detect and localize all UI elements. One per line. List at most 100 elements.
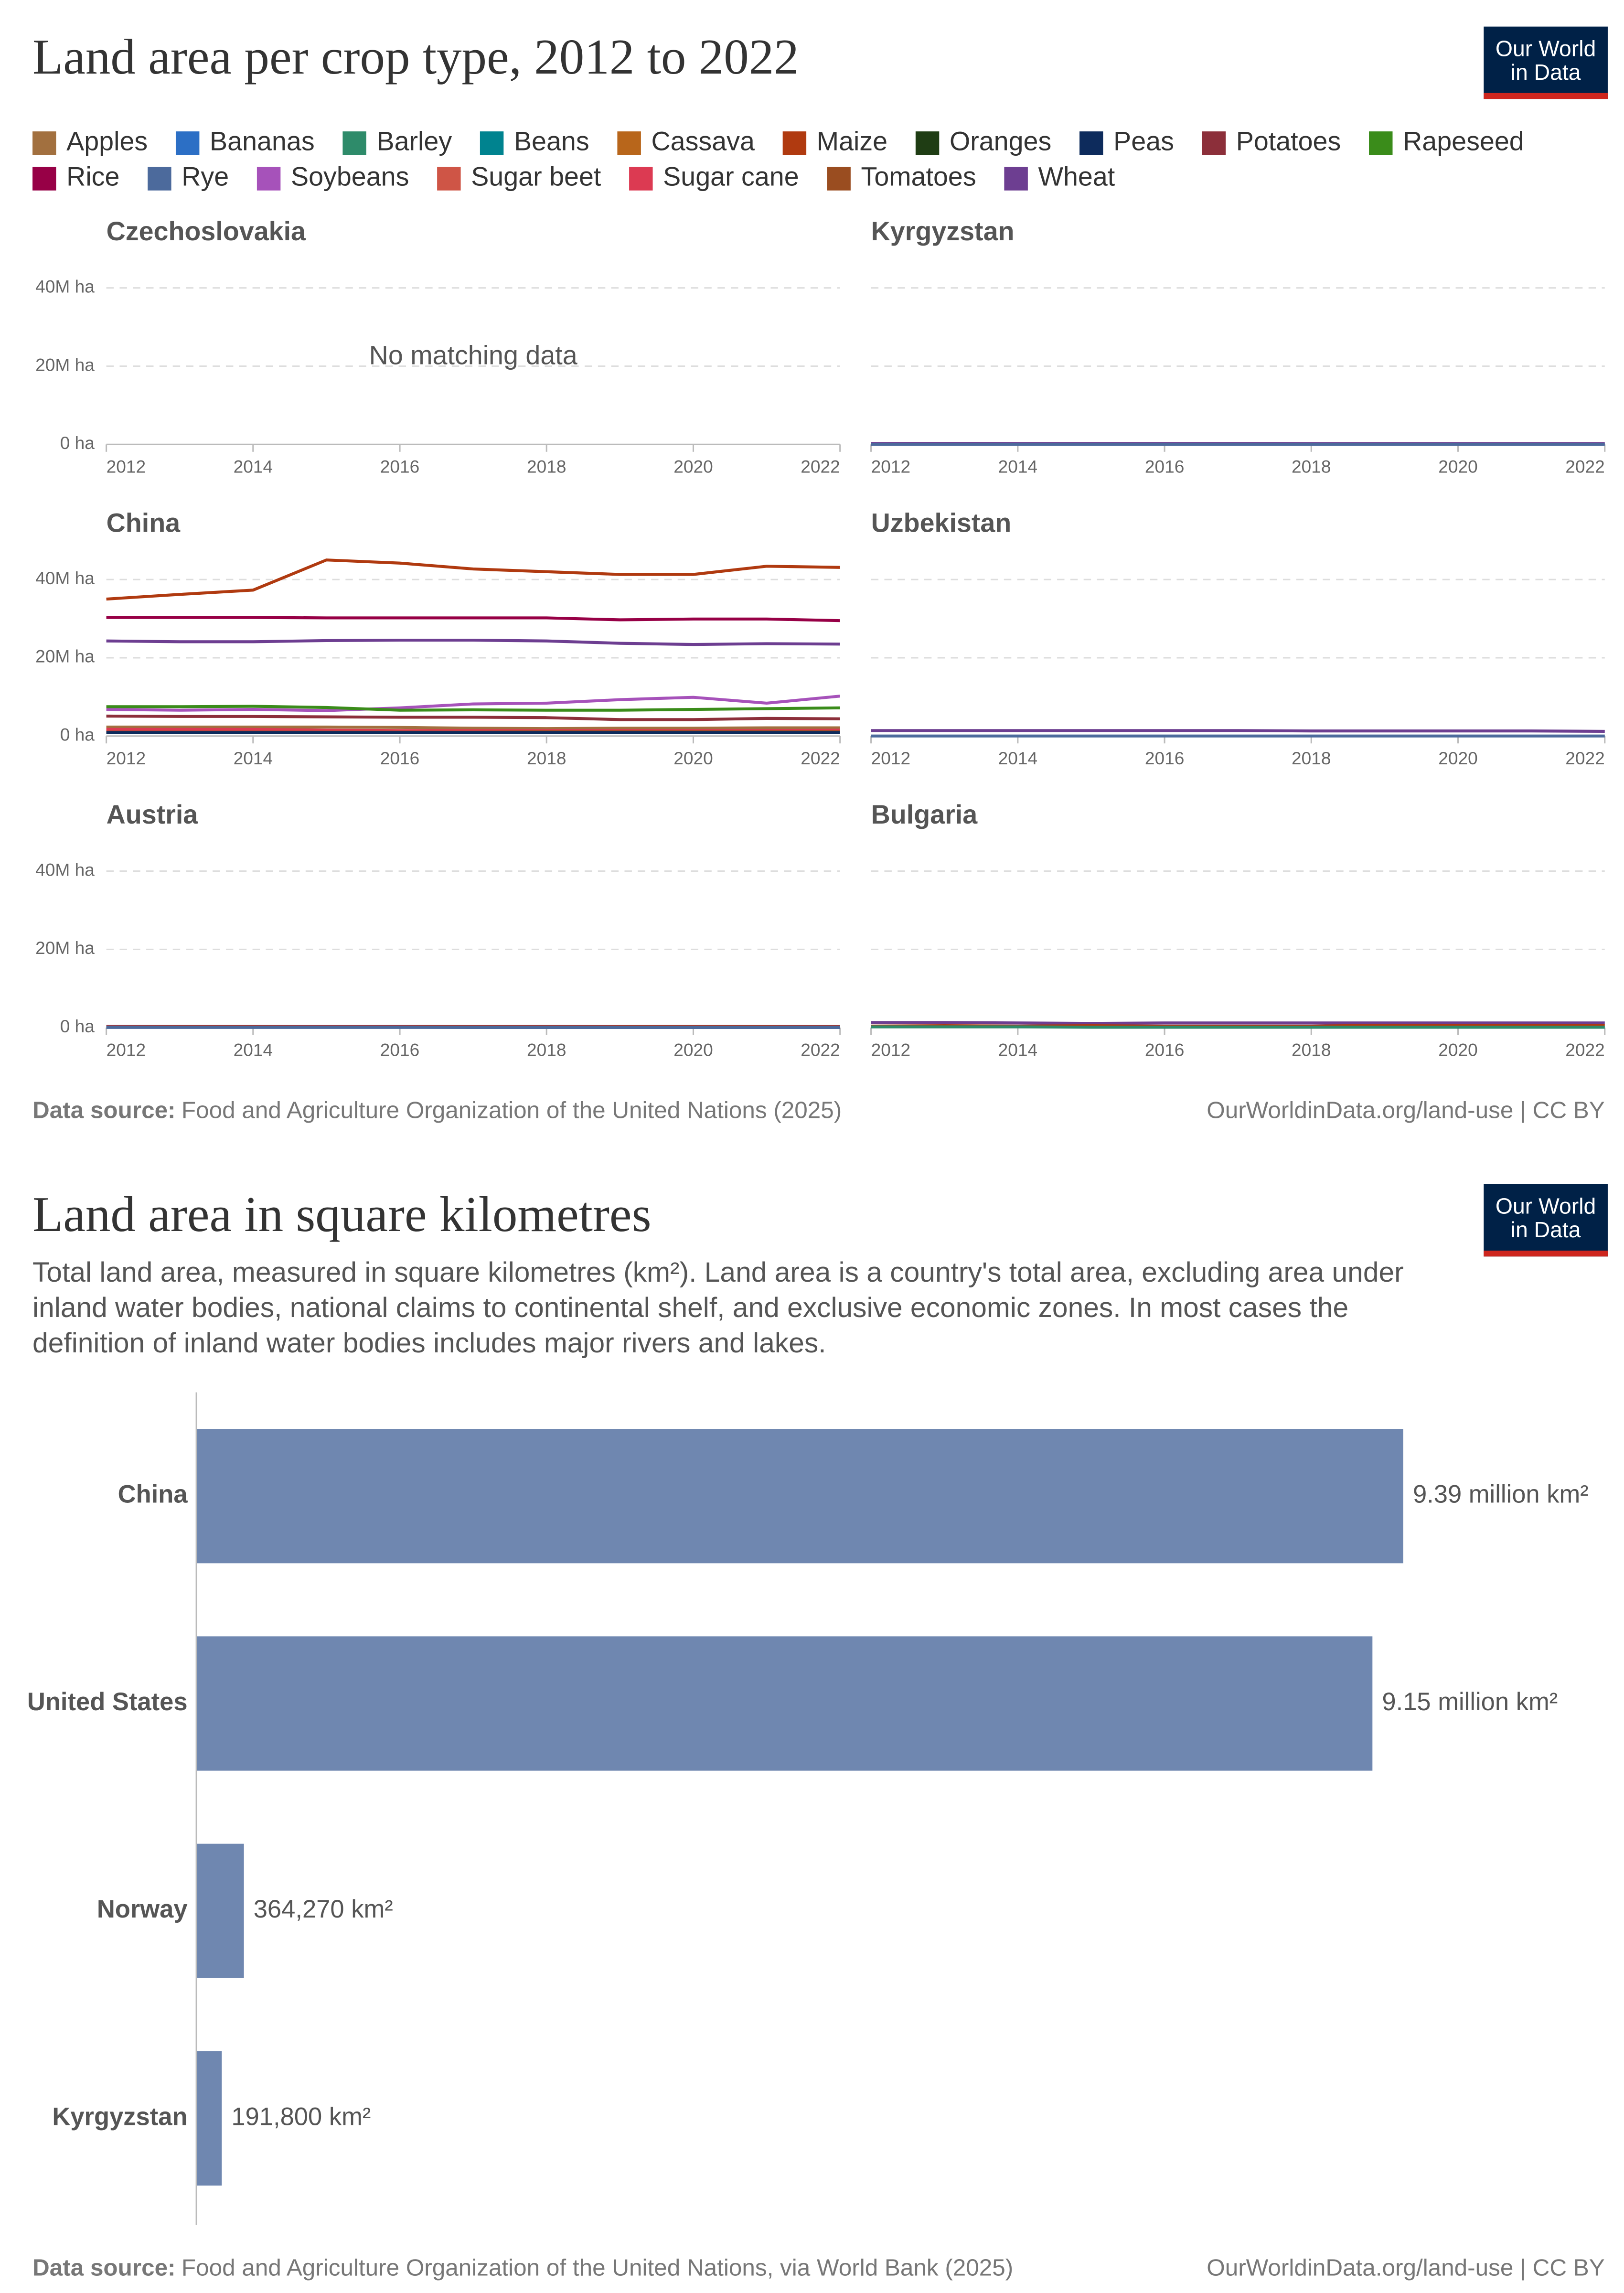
bar [197, 2051, 222, 2186]
facet-title: Uzbekistan [871, 508, 1012, 537]
subtitle: Total land area, measured in square kilo… [32, 1258, 1404, 1360]
logo-bar [1484, 93, 1608, 99]
x-tick-label: 2020 [1438, 1039, 1477, 1060]
line-series [106, 638, 840, 646]
legend-label: Soybeans [291, 162, 409, 192]
x-tick-label: 2018 [527, 748, 566, 768]
x-tick-label: 2014 [998, 748, 1037, 768]
facet-title: Czechoslovakia [107, 216, 306, 246]
legend-item: Oranges [915, 126, 1051, 156]
bar [197, 1636, 1373, 1771]
x-tick-label: 2014 [234, 748, 273, 768]
x-tick-label: 2022 [1565, 1039, 1604, 1060]
logo-text: Our World [1496, 36, 1596, 61]
logo-text: in Data [1511, 60, 1581, 85]
legend-label: Rapeseed [1403, 126, 1524, 156]
x-tick-label: 2012 [871, 748, 910, 768]
facet-title: China [107, 508, 181, 537]
source-label: Data source: [32, 1097, 175, 1123]
y-tick-label: 20M ha [35, 646, 95, 666]
logo-text: Our World [1496, 1194, 1596, 1219]
x-tick-label: 2018 [1292, 457, 1331, 477]
legend-item: Peas [1079, 126, 1174, 156]
legend-item: Rye [148, 162, 229, 192]
x-tick-label: 2016 [380, 748, 419, 768]
legend-item: Tomatoes [827, 162, 976, 192]
y-tick-label: 40M ha [35, 859, 95, 879]
legend-swatch [915, 131, 940, 155]
legend-item: Rapeseed [1369, 126, 1524, 156]
x-tick-label: 2022 [1565, 748, 1604, 768]
credit: OurWorldinData.org/land-use | CC BY [1207, 2255, 1605, 2281]
chart-title: Land area in square kilometres [32, 1186, 651, 1242]
legend-label: Rye [182, 162, 229, 192]
legend-item: Soybeans [256, 162, 409, 192]
legend-swatch [342, 131, 366, 155]
x-tick-label: 2018 [527, 457, 566, 477]
x-tick-label: 2020 [673, 748, 713, 768]
source: Data source: Food and Agriculture Organiz… [32, 2255, 1013, 2281]
category-label: China [118, 1480, 188, 1509]
x-tick-label: 2022 [801, 1039, 840, 1060]
line-series [871, 729, 1605, 733]
legend-label: Tomatoes [861, 162, 976, 192]
legend-swatch [148, 167, 171, 191]
x-tick-label: 2014 [998, 457, 1037, 477]
legend-label: Potatoes [1236, 126, 1341, 156]
x-tick-label: 2014 [998, 1039, 1037, 1060]
legend-item: Rice [32, 162, 119, 192]
subtitle-box: Total land area, measured in square kilo… [32, 1258, 1404, 1360]
legend-item: Beans [480, 126, 589, 156]
legend-item: Apples [32, 126, 148, 156]
legend-item: Sugar beet [437, 162, 601, 192]
legend-swatch [827, 167, 851, 191]
x-tick-label: 2012 [107, 1039, 146, 1060]
legend-item: Potatoes [1202, 126, 1341, 156]
category-label: United States [27, 1688, 188, 1716]
source-text: Food and Agriculture Organization of the… [182, 2255, 1013, 2281]
value-label: 191,800 km² [231, 2102, 371, 2131]
logo-box [1484, 26, 1608, 99]
legend-label: Barley [376, 126, 452, 156]
legend-item: Maize [782, 126, 887, 156]
legend-label: Peas [1113, 126, 1174, 156]
legend-swatch [256, 167, 281, 191]
source-label: Data source: [32, 2255, 175, 2281]
x-tick-label: 2016 [380, 457, 419, 477]
legend-label: Beans [514, 126, 589, 156]
x-tick-label: 2020 [1438, 748, 1477, 768]
facet-title: Bulgaria [871, 800, 978, 829]
y-tick-label: 0 ha [60, 725, 95, 745]
legend-swatch [617, 131, 641, 155]
y-tick-label: 0 ha [60, 1016, 95, 1036]
legend-swatch [32, 167, 56, 191]
legend-swatch [629, 167, 653, 191]
legend-label: Sugar cane [663, 162, 799, 192]
y-tick-label: 20M ha [35, 938, 95, 958]
legend-swatch [1079, 131, 1103, 155]
value-label: 9.15 million km² [1382, 1688, 1558, 1716]
legend-swatch [1369, 131, 1393, 155]
facet-title: Austria [107, 800, 199, 829]
legend-label: Wheat [1038, 162, 1115, 192]
line-series [871, 1021, 1605, 1025]
line-series [106, 558, 840, 601]
legend-label: Sugar beet [471, 162, 601, 192]
y-tick-label: 20M ha [35, 354, 95, 375]
x-tick-label: 2020 [673, 457, 713, 477]
legend-item: Sugar cane [629, 162, 799, 192]
x-tick-label: 2016 [1145, 748, 1184, 768]
chart-title: Land area per crop type, 2012 to 2022 [32, 29, 799, 85]
line-series [871, 1025, 1605, 1029]
x-tick-label: 2020 [1438, 457, 1477, 477]
legend-label: Oranges [950, 126, 1051, 156]
x-tick-label: 2014 [234, 1039, 273, 1060]
x-tick-label: 2022 [801, 457, 840, 477]
legend-swatch [437, 167, 461, 191]
legend-swatch [1004, 167, 1028, 191]
y-tick-label: 40M ha [35, 277, 95, 297]
value-label: 364,270 km² [254, 1895, 393, 1923]
source-text: Food and Agriculture Organization of the… [182, 1097, 842, 1123]
legend-label: Rice [66, 162, 119, 192]
